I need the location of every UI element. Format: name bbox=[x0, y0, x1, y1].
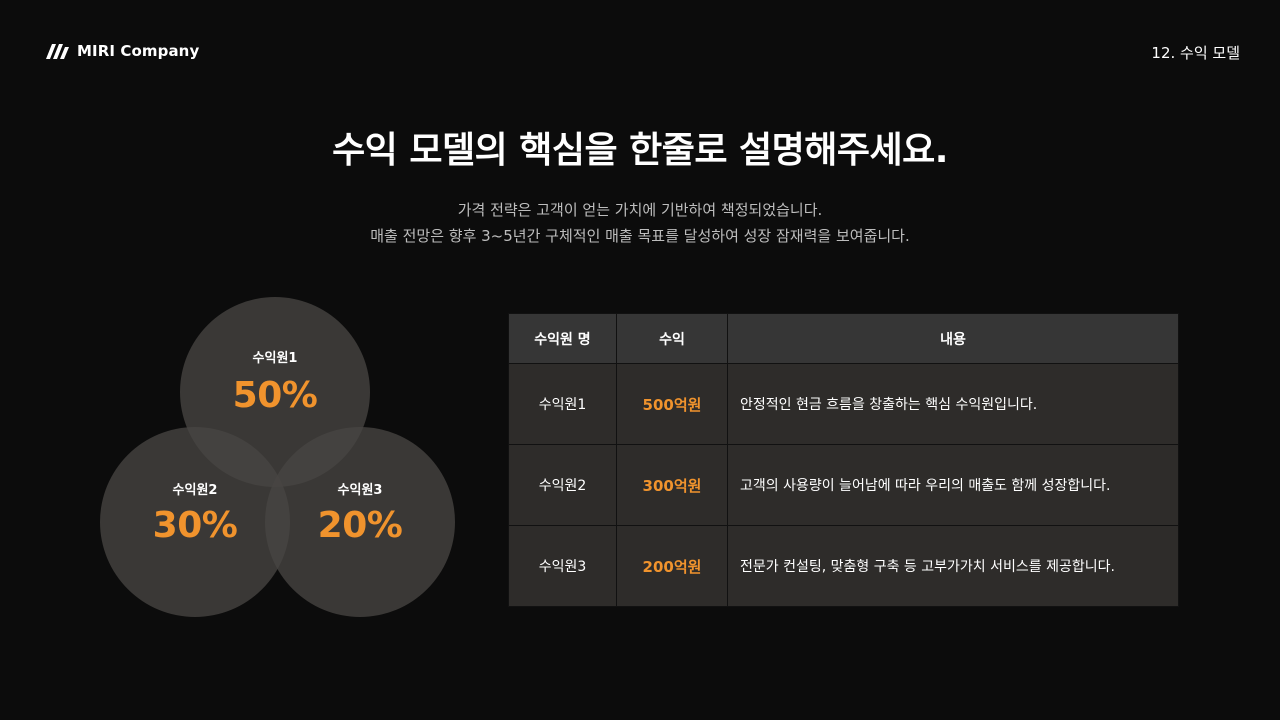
cell-revenue: 200억원 bbox=[616, 525, 728, 607]
table-row: 수익원2 300억원 고객의 사용량이 늘어남에 따라 우리의 매출도 함께 성… bbox=[508, 444, 1179, 526]
cell-description: 고객의 사용량이 늘어남에 따라 우리의 매출도 함께 성장합니다. bbox=[727, 444, 1179, 526]
header-revenue: 수익 bbox=[616, 313, 728, 364]
venn-label-2: 수익원2 bbox=[172, 483, 218, 498]
page-section-label: 12. 수익 모델 bbox=[1151, 44, 1240, 62]
venn-circle-3 bbox=[265, 427, 455, 617]
cell-source-name: 수익원1 bbox=[508, 363, 617, 445]
table-row: 수익원1 500억원 안정적인 현금 흐름을 창출하는 핵심 수익원입니다. bbox=[508, 363, 1179, 445]
slide-subtitle: 가격 전략은 고객이 얻는 가치에 기반하여 책정되었습니다. 매출 전망은 향… bbox=[0, 197, 1280, 249]
venn-label-3: 수익원3 bbox=[337, 483, 383, 498]
cell-revenue: 300억원 bbox=[616, 444, 728, 526]
subtitle-line-1: 가격 전략은 고객이 얻는 가치에 기반하여 책정되었습니다. bbox=[457, 201, 823, 219]
slide-title: 수익 모델의 핵심을 한줄로 설명해주세요. bbox=[332, 130, 948, 171]
cell-source-name: 수익원2 bbox=[508, 444, 617, 526]
brand-mark-icon bbox=[46, 44, 69, 59]
venn-label-1: 수익원1 bbox=[252, 351, 298, 366]
venn-circle-2 bbox=[100, 427, 290, 617]
venn-value-3: 20% bbox=[317, 505, 403, 546]
brand-logo: MIRI Company bbox=[45, 42, 199, 60]
venn-value-2: 30% bbox=[152, 505, 238, 546]
table-row: 수익원3 200억원 전문가 컨설팅, 맞춤형 구축 등 고부가가치 서비스를 … bbox=[508, 525, 1179, 607]
table-header-row: 수익원 명 수익 내용 bbox=[508, 313, 1179, 364]
venn-value-1: 50% bbox=[232, 375, 318, 416]
revenue-venn-diagram: 수익원1 50% 수익원2 30% 수익원3 20% bbox=[0, 0, 560, 720]
revenue-table: 수익원 명 수익 내용 수익원1 500억원 안정적인 현금 흐름을 창출하는 … bbox=[508, 313, 1179, 607]
header-description: 내용 bbox=[727, 313, 1179, 364]
subtitle-line-2: 매출 전망은 향후 3~5년간 구체적인 매출 목표를 달성하여 성장 잠재력을… bbox=[370, 227, 910, 245]
cell-source-name: 수익원3 bbox=[508, 525, 617, 607]
brand-name: MIRI Company bbox=[77, 42, 200, 60]
cell-description: 안정적인 현금 흐름을 창출하는 핵심 수익원입니다. bbox=[727, 363, 1179, 445]
cell-description: 전문가 컨설팅, 맞춤형 구축 등 고부가가치 서비스를 제공합니다. bbox=[727, 525, 1179, 607]
header-source-name: 수익원 명 bbox=[508, 313, 617, 364]
revenue-table-container: 수익원 명 수익 내용 수익원1 500억원 안정적인 현금 흐름을 창출하는 … bbox=[508, 313, 1179, 609]
cell-revenue: 500억원 bbox=[616, 363, 728, 445]
